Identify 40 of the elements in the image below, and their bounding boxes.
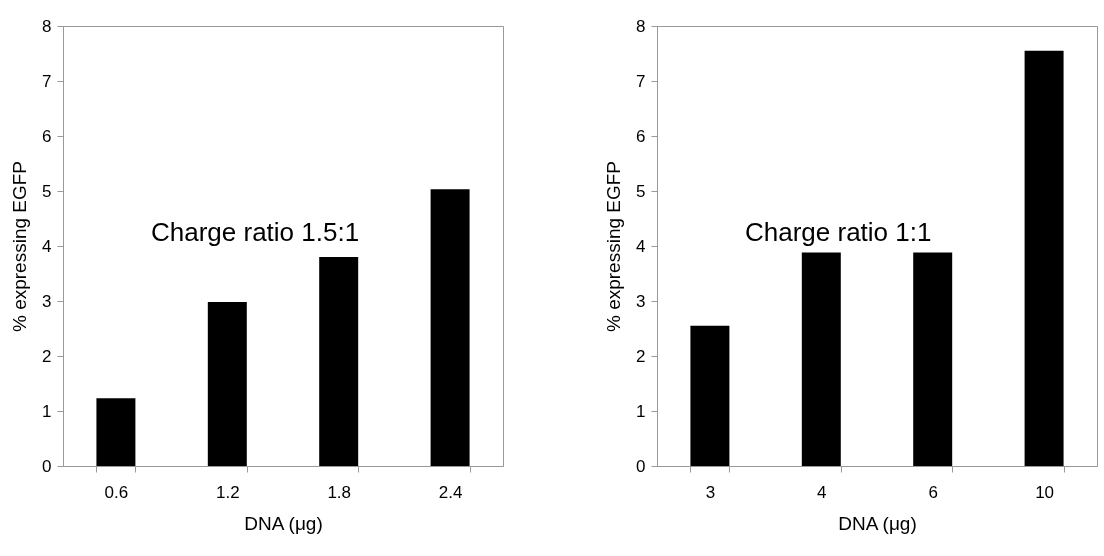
y-tick-label: 0 [636,456,646,476]
y-tick-label: 1 [636,401,646,421]
y-tick-label: 5 [636,181,646,201]
x-tick-label: 10 [1035,482,1055,502]
annotation: Charge ratio 1.5:1 [151,216,360,247]
x-axis-title: DNA (μg) [838,512,917,534]
x-tick-label: 6 [928,482,938,502]
y-tick-label: 2 [636,346,646,366]
x-tick-label: 0.6 [104,482,129,502]
y-tick-label: 8 [42,16,52,36]
y-axis-title: % expressing EGFP [603,160,625,333]
y-axis-title: % expressing EGFP [9,160,31,333]
x-tick-label: 4 [817,482,827,502]
y-tick-label: 4 [636,236,646,256]
y-tick-label: 6 [636,126,646,146]
y-tick-label: 1 [42,401,52,421]
bar [913,252,953,466]
bar [1024,50,1064,466]
y-tick-label: 3 [636,291,646,311]
y-tick-label: 4 [42,236,52,256]
bar [801,252,841,466]
x-tick-label: 1.8 [327,482,352,502]
bar [96,398,136,466]
bar [207,302,247,466]
y-tick-label: 2 [42,346,52,366]
y-tick-label: 0 [42,456,52,476]
y-tick-label: 5 [42,181,52,201]
x-axis-title: DNA (μg) [244,512,323,534]
y-tick-label: 7 [636,71,646,91]
x-tick-label: 2.4 [438,482,463,502]
bar [430,189,470,466]
x-tick-label: 3 [705,482,716,502]
y-tick-label: 6 [42,126,52,146]
bar [319,257,359,466]
y-tick-label: 3 [42,291,52,311]
y-tick-label: 8 [636,16,646,36]
x-tick-label: 1.2 [215,482,240,502]
bar [690,325,730,466]
annotation: Charge ratio 1:1 [745,216,932,247]
y-tick-label: 7 [42,71,52,91]
